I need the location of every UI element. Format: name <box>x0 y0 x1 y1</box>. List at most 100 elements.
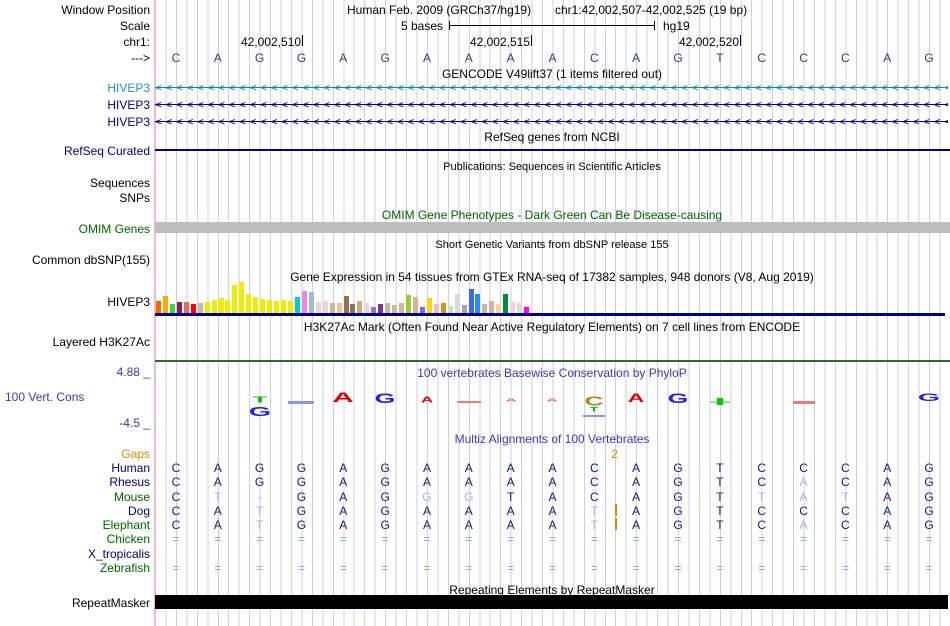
gtex-tissue-bar[interactable] <box>336 303 342 313</box>
align-label-chicken[interactable]: Chicken <box>106 532 150 546</box>
track-label-omim-genes[interactable]: OMIM Genes <box>78 222 150 236</box>
gtex-tissue-bar[interactable] <box>364 303 370 313</box>
gencode-item-label[interactable]: HIVEP3 <box>107 98 150 112</box>
gtex-tissue-bar[interactable] <box>482 304 488 313</box>
track-label-common-dbsnp[interactable]: Common dbSNP(155) <box>31 253 150 267</box>
align-label-x_tropicalis[interactable]: X_tropicalis <box>87 547 150 561</box>
gtex-tissue-bar[interactable] <box>447 306 453 313</box>
gtex-tissue-bar[interactable] <box>475 294 481 313</box>
gtex-tissue-bar[interactable] <box>294 297 300 313</box>
gtex-tissue-bar[interactable] <box>253 297 259 313</box>
gtex-tissue-bar[interactable] <box>308 292 314 313</box>
gtex-tissue-bar[interactable] <box>239 282 245 313</box>
track-label-snps[interactable]: SNPs <box>119 191 150 205</box>
align-base: = <box>381 532 389 546</box>
gencode-item-line[interactable] <box>155 104 948 105</box>
gtex-tissue-bar[interactable] <box>378 304 384 313</box>
gtex-tissue-bar[interactable] <box>524 307 530 313</box>
gtex-tissue-bar[interactable] <box>218 298 224 313</box>
gtex-tissue-bar[interactable] <box>371 307 377 313</box>
gtex-tissue-bar[interactable] <box>343 296 349 313</box>
gtex-tissue-bar[interactable] <box>350 304 356 313</box>
align-base: = <box>674 561 682 575</box>
gtex-tissue-bar[interactable] <box>440 303 446 313</box>
sequence-base: G <box>673 51 683 65</box>
align-label-mouse[interactable]: Mouse <box>113 490 150 504</box>
gtex-tissue-bar[interactable] <box>412 297 418 313</box>
gtex-tissue-bar[interactable] <box>267 300 273 313</box>
gencode-item-label[interactable]: HIVEP3 <box>107 115 150 129</box>
gtex-tissue-bar[interactable] <box>419 307 425 313</box>
align-label-human[interactable]: Human <box>111 461 150 475</box>
track-label-refseq-curated[interactable]: RefSeq Curated <box>63 144 150 158</box>
track-label-sequences[interactable]: Sequences <box>89 176 150 190</box>
sequence-base: C <box>589 51 599 65</box>
gtex-tissue-bar[interactable] <box>232 285 238 313</box>
gtex-tissue-bar[interactable] <box>510 302 516 313</box>
align-label-dog[interactable]: Dog <box>127 504 150 518</box>
gtex-tissue-bar[interactable] <box>260 299 266 313</box>
track-label-gtex-hivep3[interactable]: HIVEP3 <box>107 295 150 309</box>
align-base: = <box>800 561 808 575</box>
gtex-tissue-bar[interactable] <box>176 302 182 313</box>
gtex-tissue-bar[interactable] <box>183 302 189 313</box>
track-label-repeatmasker[interactable]: RepeatMasker <box>71 596 150 610</box>
align-base: T <box>255 504 264 518</box>
gtex-tissue-bar[interactable] <box>204 302 210 313</box>
align-base: G <box>673 490 683 504</box>
track-label-layered-h3k27ac[interactable]: Layered H3K27Ac <box>52 335 150 349</box>
gtex-tissue-bar[interactable] <box>315 302 321 313</box>
align-base: C <box>799 504 808 518</box>
gtex-tissue-bar[interactable] <box>357 301 363 313</box>
gtex-tissue-bar[interactable] <box>329 303 335 313</box>
gtex-tissue-bar[interactable] <box>211 300 217 313</box>
align-label-rhesus[interactable]: Rhesus <box>109 475 150 489</box>
gtex-tissue-bar[interactable] <box>489 301 495 313</box>
track-label-100-vert-cons[interactable]: 100 Vert. Cons <box>5 390 85 404</box>
gtex-tissue-bar[interactable] <box>461 305 467 313</box>
align-label-zebrafish[interactable]: Zebrafish <box>99 561 150 575</box>
gtex-tissue-bar[interactable] <box>322 301 328 313</box>
gtex-tissue-bar[interactable] <box>190 304 196 313</box>
gtex-tissue-bar[interactable] <box>503 294 509 313</box>
gtex-tissue-bar[interactable] <box>468 289 474 313</box>
gtex-tissue-bar[interactable] <box>406 295 411 313</box>
gencode-item-line[interactable] <box>155 121 948 122</box>
gtex-tissue-bar[interactable] <box>169 304 175 313</box>
gtex-tissue-bar[interactable] <box>399 303 405 313</box>
align-base: T <box>716 518 724 532</box>
gtex-tissue-bar[interactable] <box>433 304 439 313</box>
gencode-item-label[interactable]: HIVEP3 <box>107 81 150 95</box>
phylop-logo-letter: G <box>917 392 941 404</box>
gtex-tissue-bar[interactable] <box>496 304 502 313</box>
align-base: G <box>254 461 265 475</box>
phylop-logo-dash <box>792 401 815 404</box>
gtex-tissue-bar[interactable] <box>246 294 252 313</box>
coordinate-tick <box>302 35 303 46</box>
gtex-tissue-bar[interactable] <box>392 305 398 313</box>
align-base: A <box>422 504 431 518</box>
gtex-baseline[interactable] <box>155 313 945 316</box>
refseq-curated-item-line[interactable] <box>155 149 950 151</box>
gtex-tissue-bar[interactable] <box>225 300 231 313</box>
gtex-tissue-bar[interactable] <box>197 303 203 313</box>
align-base: G <box>673 504 683 518</box>
gencode-item-line[interactable] <box>155 87 948 88</box>
gtex-tissue-bar[interactable] <box>517 303 523 313</box>
align-label-gaps[interactable]: Gaps <box>121 447 150 461</box>
gtex-tissue-bar[interactable] <box>274 301 280 313</box>
gtex-tissue-bar[interactable] <box>281 300 286 313</box>
gtex-tissue-bar[interactable] <box>162 296 168 313</box>
gtex-tissue-bar[interactable] <box>287 301 293 313</box>
gtex-tissue-bar[interactable] <box>301 291 307 313</box>
align-label-elephant[interactable]: Elephant <box>102 518 150 532</box>
gtex-tissue-bar[interactable] <box>385 303 391 313</box>
gtex-tissue-bar[interactable] <box>156 301 161 313</box>
omim-gene-item-bar[interactable] <box>155 222 950 233</box>
h3k27ac-baseline[interactable] <box>155 360 950 362</box>
gtex-tissue-bar[interactable] <box>426 298 432 313</box>
track-left-boundary <box>154 0 155 626</box>
repeatmasker-item-bar[interactable] <box>155 595 948 609</box>
gtex-tissue-bar[interactable] <box>454 294 460 313</box>
